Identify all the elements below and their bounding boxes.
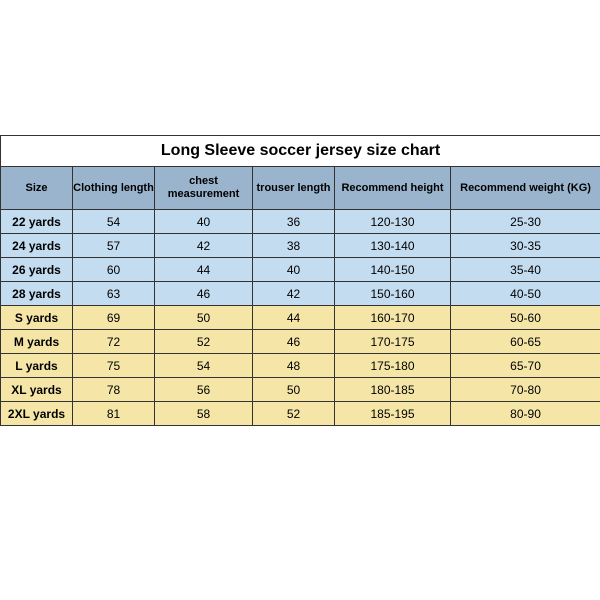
value-cell: 72	[73, 330, 155, 354]
value-cell: 69	[73, 306, 155, 330]
value-cell: 38	[253, 234, 335, 258]
value-cell: 46	[253, 330, 335, 354]
col-header-4: Recommend height	[335, 167, 451, 210]
size-cell: 22 yards	[1, 210, 73, 234]
size-cell: 26 yards	[1, 258, 73, 282]
value-cell: 63	[73, 282, 155, 306]
col-header-0: Size	[1, 167, 73, 210]
value-cell: 48	[253, 354, 335, 378]
value-cell: 42	[155, 234, 253, 258]
value-cell: 40	[253, 258, 335, 282]
size-cell: M yards	[1, 330, 73, 354]
col-header-2: chest measurement	[155, 167, 253, 210]
value-cell: 40	[155, 210, 253, 234]
size-cell: 28 yards	[1, 282, 73, 306]
tbody: 22 yards544036120-13025-3024 yards574238…	[1, 210, 600, 426]
value-cell: 52	[253, 402, 335, 426]
table-row: S yards695044160-17050-60	[1, 306, 600, 330]
size-chart-table: Long Sleeve soccer jersey size chart Siz…	[0, 135, 600, 426]
value-cell: 170-175	[335, 330, 451, 354]
value-cell: 54	[73, 210, 155, 234]
table-row: L yards755448175-18065-70	[1, 354, 600, 378]
value-cell: 180-185	[335, 378, 451, 402]
value-cell: 50	[155, 306, 253, 330]
size-cell: 2XL yards	[1, 402, 73, 426]
value-cell: 44	[155, 258, 253, 282]
header-row: SizeClothing lengthchest measurementtrou…	[1, 167, 600, 210]
value-cell: 140-150	[335, 258, 451, 282]
value-cell: 46	[155, 282, 253, 306]
value-cell: 52	[155, 330, 253, 354]
table-row: M yards725246170-17560-65	[1, 330, 600, 354]
table-row: XL yards785650180-18570-80	[1, 378, 600, 402]
value-cell: 50-60	[451, 306, 600, 330]
value-cell: 54	[155, 354, 253, 378]
size-cell: 24 yards	[1, 234, 73, 258]
value-cell: 42	[253, 282, 335, 306]
value-cell: 44	[253, 306, 335, 330]
value-cell: 60-65	[451, 330, 600, 354]
size-cell: L yards	[1, 354, 73, 378]
value-cell: 185-195	[335, 402, 451, 426]
value-cell: 80-90	[451, 402, 600, 426]
value-cell: 120-130	[335, 210, 451, 234]
table-row: 22 yards544036120-13025-30	[1, 210, 600, 234]
value-cell: 160-170	[335, 306, 451, 330]
value-cell: 60	[73, 258, 155, 282]
table-row: 26 yards604440140-15035-40	[1, 258, 600, 282]
size-cell: S yards	[1, 306, 73, 330]
table-row: 28 yards634642150-16040-50	[1, 282, 600, 306]
value-cell: 81	[73, 402, 155, 426]
value-cell: 65-70	[451, 354, 600, 378]
value-cell: 70-80	[451, 378, 600, 402]
value-cell: 150-160	[335, 282, 451, 306]
value-cell: 36	[253, 210, 335, 234]
value-cell: 40-50	[451, 282, 600, 306]
value-cell: 50	[253, 378, 335, 402]
title-row: Long Sleeve soccer jersey size chart	[1, 136, 600, 167]
value-cell: 75	[73, 354, 155, 378]
col-header-1: Clothing length	[73, 167, 155, 210]
value-cell: 175-180	[335, 354, 451, 378]
value-cell: 35-40	[451, 258, 600, 282]
value-cell: 78	[73, 378, 155, 402]
size-cell: XL yards	[1, 378, 73, 402]
value-cell: 57	[73, 234, 155, 258]
thead: Long Sleeve soccer jersey size chart Siz…	[1, 136, 600, 210]
table-row: 2XL yards815852185-19580-90	[1, 402, 600, 426]
size-chart-wrap: Long Sleeve soccer jersey size chart Siz…	[0, 135, 600, 426]
value-cell: 30-35	[451, 234, 600, 258]
col-header-3: trouser length	[253, 167, 335, 210]
value-cell: 58	[155, 402, 253, 426]
value-cell: 130-140	[335, 234, 451, 258]
col-header-5: Recommend weight (KG)	[451, 167, 600, 210]
value-cell: 25-30	[451, 210, 600, 234]
table-row: 24 yards574238130-14030-35	[1, 234, 600, 258]
chart-title: Long Sleeve soccer jersey size chart	[1, 136, 600, 167]
page: Long Sleeve soccer jersey size chart Siz…	[0, 0, 600, 600]
value-cell: 56	[155, 378, 253, 402]
